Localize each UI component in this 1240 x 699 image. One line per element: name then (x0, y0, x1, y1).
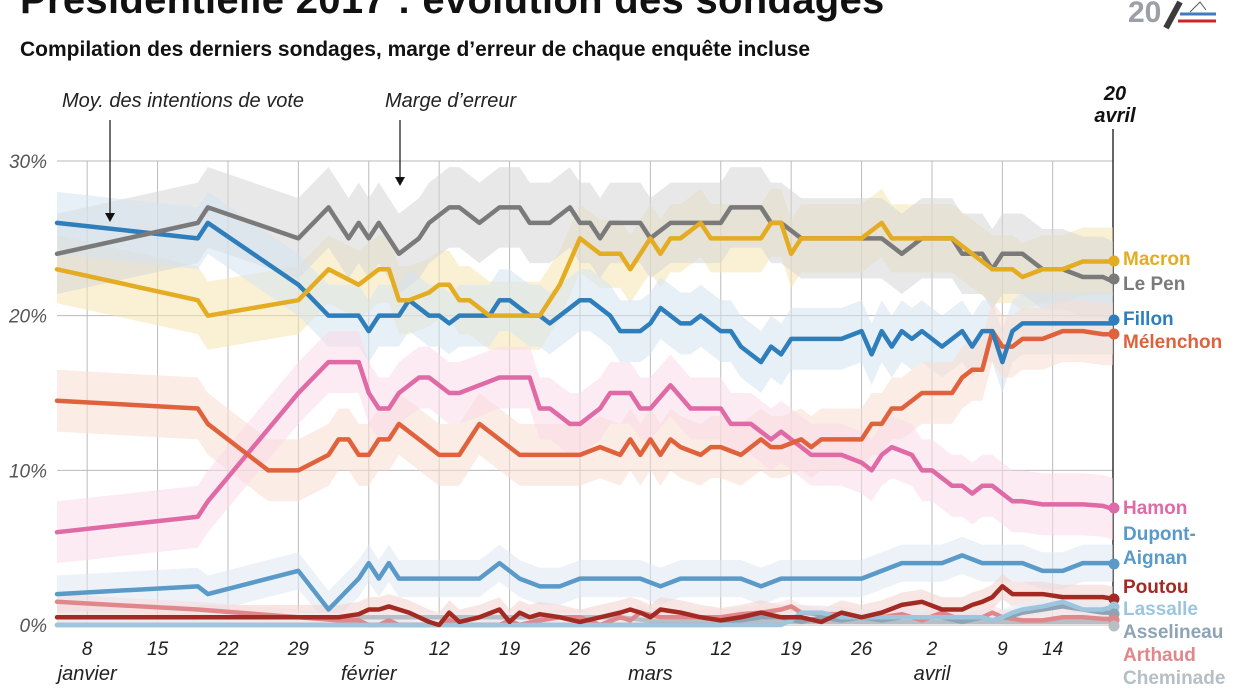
average-annotation: Moy. des intentions de vote (62, 90, 304, 112)
chart-title: Présidentielle 2017 : évolution des sond… (20, 0, 885, 22)
error-band-fillon (57, 191, 1113, 393)
candidate-label-macron: Macron (1123, 249, 1191, 270)
end-dot-hamon (1108, 502, 1120, 514)
candidate-label-dupont-aignan: Aignan (1123, 548, 1187, 569)
y-tick-label: 20% (8, 307, 47, 328)
end-date-day: 20 (1103, 83, 1127, 105)
x-tick-label: 26 (568, 639, 591, 660)
end-dot-macron (1108, 255, 1120, 267)
candidate-label-le-pen: Le Pen (1123, 274, 1185, 295)
x-tick-label: 29 (287, 639, 310, 660)
chart-subtitle: Compilation des derniers sondages, marge… (20, 38, 811, 61)
x-tick-label: 9 (997, 639, 1008, 660)
candidate-label-fillon: Fillon (1123, 309, 1174, 330)
y-tick-label: 0% (20, 616, 48, 637)
annotation-arrows (105, 120, 405, 222)
x-tick-label: 14 (1042, 639, 1063, 660)
x-tick-label: 12 (429, 639, 451, 660)
end-dot-dupont-aignan (1108, 558, 1120, 570)
candidate-label-hamon: Hamon (1123, 498, 1187, 519)
x-tick-label: 5 (645, 639, 656, 660)
series-lines (54, 205, 1116, 628)
series-line-hamon (54, 359, 1116, 535)
end-dot-cheminade (1108, 620, 1120, 632)
candidate-label-dupont-aignan: Dupont- (1123, 524, 1196, 545)
month-label: mars (628, 663, 672, 685)
candidate-label-m-lenchon: Mélenchon (1123, 332, 1222, 353)
end-date-label: 20 avril (1080, 83, 1150, 127)
series-line-dupont-aignan (54, 553, 1116, 612)
x-tick-label: 8 (82, 639, 93, 660)
axis-ticks: 0%10%20%30%8 15 22 29 5 12 19 26 5 12 19 26 2 9 14janv… (8, 152, 1063, 685)
y-tick-label: 10% (9, 461, 47, 482)
margin-arrow-head (395, 177, 405, 186)
month-label: avril (914, 663, 951, 685)
month-label: janvier (55, 663, 118, 685)
x-tick-label: 22 (216, 639, 239, 660)
x-tick-label: 19 (781, 639, 803, 660)
x-tick-label: 15 (147, 639, 169, 660)
series-line-cheminade (195, 615, 1116, 625)
y-tick-label: 30% (9, 152, 47, 173)
series-line-lassalle (54, 599, 1116, 628)
x-tick-label: 19 (499, 639, 521, 660)
candidate-label-asselineau: Asselineau (1123, 622, 1223, 643)
x-tick-label: 2 (926, 639, 938, 660)
series-line-macron (54, 220, 1116, 318)
margin-annotation: Marge d’erreur (385, 90, 517, 112)
series-line-poutou (54, 584, 1116, 628)
x-tick-label: 12 (710, 639, 732, 660)
month-label: février (341, 663, 398, 685)
x-tick-label: 26 (850, 639, 873, 660)
candidate-label-cheminade: Cheminade (1123, 668, 1225, 689)
logo-year: 20 (1128, 0, 1161, 29)
end-dot-poutou (1108, 593, 1120, 605)
election-2017-logo: 20 (1128, 0, 1216, 30)
end-date-month: avril (1094, 105, 1136, 127)
candidate-label-arthaud: Arthaud (1123, 645, 1196, 666)
x-tick-label: 5 (363, 639, 374, 660)
end-dot-le-pen (1108, 273, 1120, 285)
average-arrow-head (105, 213, 115, 222)
series-line-fillon (54, 220, 1116, 365)
series-line-m-lenchon (54, 328, 1116, 473)
candidate-label-poutou: Poutou (1123, 577, 1188, 598)
error-band-hamon (57, 331, 1113, 564)
end-dot-fillon (1108, 314, 1120, 326)
end-dots (1108, 255, 1120, 632)
end-dot-m-lenchon (1108, 328, 1120, 340)
candidate-label-lassalle: Lassalle (1123, 599, 1198, 620)
